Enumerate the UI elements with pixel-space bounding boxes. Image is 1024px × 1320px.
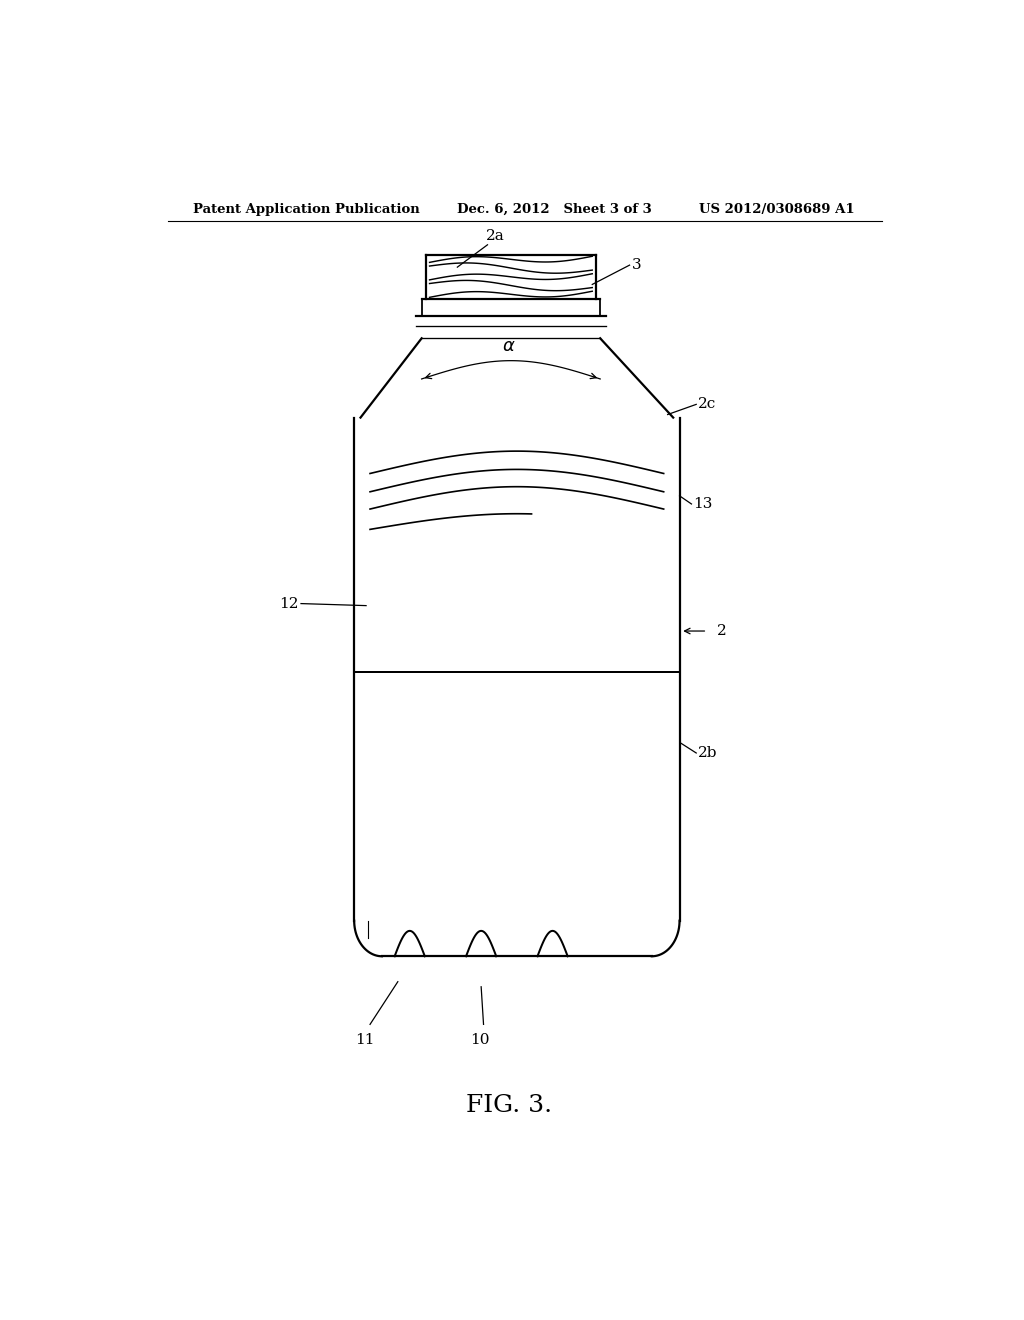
Text: 2b: 2b [697,746,717,760]
Text: $\alpha$: $\alpha$ [502,337,516,355]
Text: 13: 13 [693,496,713,511]
Text: Dec. 6, 2012   Sheet 3 of 3: Dec. 6, 2012 Sheet 3 of 3 [458,203,652,216]
Text: 11: 11 [354,1032,374,1047]
Text: 10: 10 [470,1032,489,1047]
Text: US 2012/0308689 A1: US 2012/0308689 A1 [699,203,855,216]
Text: 3: 3 [632,259,642,272]
Text: 2a: 2a [486,228,505,243]
Text: 2: 2 [717,624,727,638]
Text: 12: 12 [280,597,299,611]
Text: 2c: 2c [697,397,716,412]
Text: Patent Application Publication: Patent Application Publication [194,203,420,216]
Text: FIG. 3.: FIG. 3. [466,1094,552,1117]
